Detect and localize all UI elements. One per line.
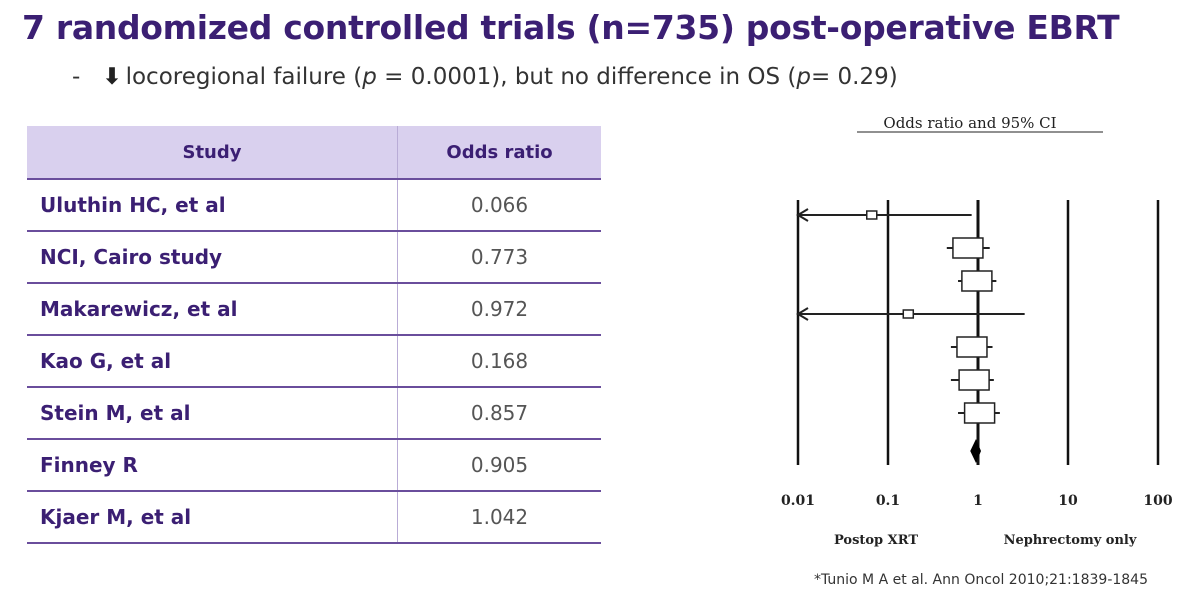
study-name: Uluthin HC, et al xyxy=(27,179,398,232)
bullet-text-b: = 0.0001), but no difference in OS ( xyxy=(376,64,797,90)
study-name: Kao G, et al xyxy=(27,335,398,388)
table-row: Kjaer M, et al 1.042 xyxy=(27,491,601,544)
odds-ratio-marker xyxy=(866,210,878,220)
bullet-dash: - xyxy=(72,64,81,90)
study-name: Stein M, et al xyxy=(27,387,398,440)
tick-label: 0.1 xyxy=(876,493,900,509)
header-odds-ratio: Odds ratio xyxy=(397,126,601,180)
forest-plot: Odds ratio and 95% CI 0.01 0.1 1 10 100 Postop… xyxy=(781,114,1173,548)
table-header-row: Study Odds ratio xyxy=(27,126,601,180)
table-row: Makarewicz, et al 0.972 xyxy=(27,283,601,336)
tick-label: 0.01 xyxy=(781,493,815,509)
odds-ratio-marker xyxy=(961,270,993,292)
odds-ratio-value: 0.168 xyxy=(397,335,601,388)
ci-arrow xyxy=(796,208,809,222)
down-arrow-icon: ⬇ xyxy=(102,64,122,90)
odds-ratio-value: 0.972 xyxy=(397,283,601,336)
odds-ratio-marker xyxy=(956,336,988,358)
study-name: Makarewicz, et al xyxy=(27,283,398,336)
odds-ratio-marker xyxy=(958,369,990,391)
tick-label: 1 xyxy=(973,493,983,509)
summary-bullet: - ⬇ locoregional failure (p = 0.0001), but… xyxy=(72,64,898,90)
table-row: Stein M, et al 0.857 xyxy=(27,387,601,440)
ci-arrow xyxy=(796,307,809,321)
odds-ratio-marker xyxy=(963,402,996,424)
p-symbol-1: p xyxy=(362,64,377,90)
table-row: Finney R 0.905 xyxy=(27,439,601,492)
bullet-text-c: = 0.29) xyxy=(810,64,898,90)
table-row: NCI, Cairo study 0.773 xyxy=(27,231,601,284)
tick-label: 100 xyxy=(1143,493,1172,509)
odds-ratio-value: 0.857 xyxy=(397,387,601,440)
odds-ratio-value: 0.066 xyxy=(397,179,601,232)
study-name: Finney R xyxy=(27,439,398,492)
bullet-text-a: locoregional failure ( xyxy=(125,64,363,90)
trials-table: Study Odds ratio Uluthin HC, et al 0.066 … xyxy=(27,126,601,544)
pooled-diamond xyxy=(970,439,982,463)
citation: *Tunio M A et al. Ann Oncol 2010;21:1839… xyxy=(813,572,1148,588)
slide-title: 7 randomized controlled trials (n=735) p… xyxy=(22,8,1120,47)
right-label: Nephrectomy only xyxy=(1004,533,1137,548)
odds-ratio-marker xyxy=(902,309,915,319)
odds-ratio-marker xyxy=(952,237,984,259)
odds-ratio-value: 0.905 xyxy=(397,439,601,492)
odds-ratio-value: 0.773 xyxy=(397,231,601,284)
header-study: Study xyxy=(27,126,398,180)
study-name: Kjaer M, et al xyxy=(27,491,398,544)
left-label: Postop XRT xyxy=(834,533,918,548)
odds-ratio-value: 1.042 xyxy=(397,491,601,544)
table-row: Uluthin HC, et al 0.066 xyxy=(27,179,601,232)
p-symbol-2: p xyxy=(796,64,811,90)
table-row: Kao G, et al 0.168 xyxy=(27,335,601,388)
chart-title: Odds ratio and 95% CI xyxy=(883,114,1056,132)
study-name: NCI, Cairo study xyxy=(27,231,398,284)
tick-label: 10 xyxy=(1058,493,1078,509)
